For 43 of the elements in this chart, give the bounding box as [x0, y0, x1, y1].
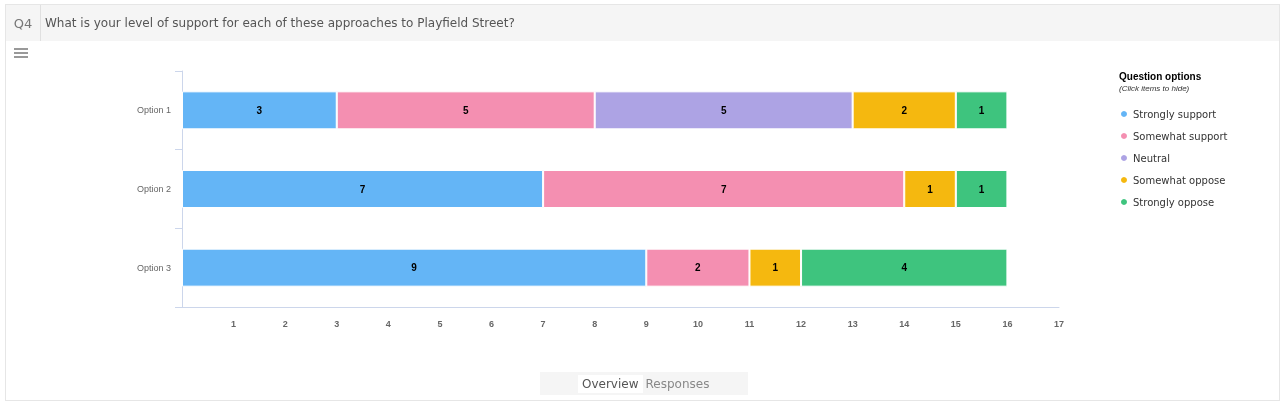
data-label: 7	[359, 183, 366, 195]
data-label: 1	[772, 262, 779, 274]
data-label: 4	[901, 262, 908, 274]
data-label: 1	[927, 183, 934, 195]
tab-bar: Overview Responses	[540, 372, 748, 395]
x-tick-label: 14	[899, 318, 910, 329]
x-tick-label: 11	[744, 318, 755, 329]
x-tick-label: 16	[1002, 318, 1013, 329]
x-tick-label: 9	[643, 318, 649, 329]
data-label: 1	[978, 183, 985, 195]
x-tick-label: 2	[282, 318, 288, 329]
data-label: 1	[978, 104, 985, 116]
x-tick-label: 5	[437, 318, 443, 329]
x-tick-label: 15	[950, 318, 961, 329]
x-tick-label: 12	[796, 318, 807, 329]
y-tick-label: Option 1	[136, 105, 171, 116]
x-tick-label: 10	[692, 318, 703, 329]
data-label: 5	[720, 104, 727, 116]
legend-title: Question options	[1119, 70, 1202, 82]
data-label: 3	[256, 104, 263, 116]
x-tick-label: 17	[1053, 318, 1065, 329]
x-tick-label: 7	[540, 318, 546, 329]
x-tick-label: 1	[231, 318, 237, 329]
x-tick-label: 6	[489, 318, 495, 329]
data-label: 9	[411, 262, 418, 274]
x-tick-label: 13	[847, 318, 858, 329]
legend-label: Neutral	[1133, 152, 1170, 164]
legend-label: Somewhat oppose	[1133, 174, 1226, 186]
legend-label: Somewhat support	[1133, 130, 1228, 142]
legend-label: Strongly oppose	[1133, 196, 1215, 208]
text: Q4	[6, 5, 41, 41]
data-label: 5	[462, 104, 469, 116]
data-label: 2	[901, 104, 908, 116]
y-tick-label: Option 2	[136, 184, 171, 194]
x-tick-label: 3	[334, 318, 340, 329]
x-tick-label: 4	[385, 318, 391, 329]
y-tick-label: Option 3	[136, 262, 171, 273]
data-label: 2	[695, 262, 702, 274]
legend-label: Strongly support	[1133, 108, 1217, 120]
text: (Click items to hide)	[1119, 83, 1190, 93]
data-label: 7	[720, 183, 727, 195]
chart-title: What is your level of support for each of these approaches to Playfield Street?	[44, 15, 515, 32]
x-tick-label: 8	[592, 318, 598, 329]
